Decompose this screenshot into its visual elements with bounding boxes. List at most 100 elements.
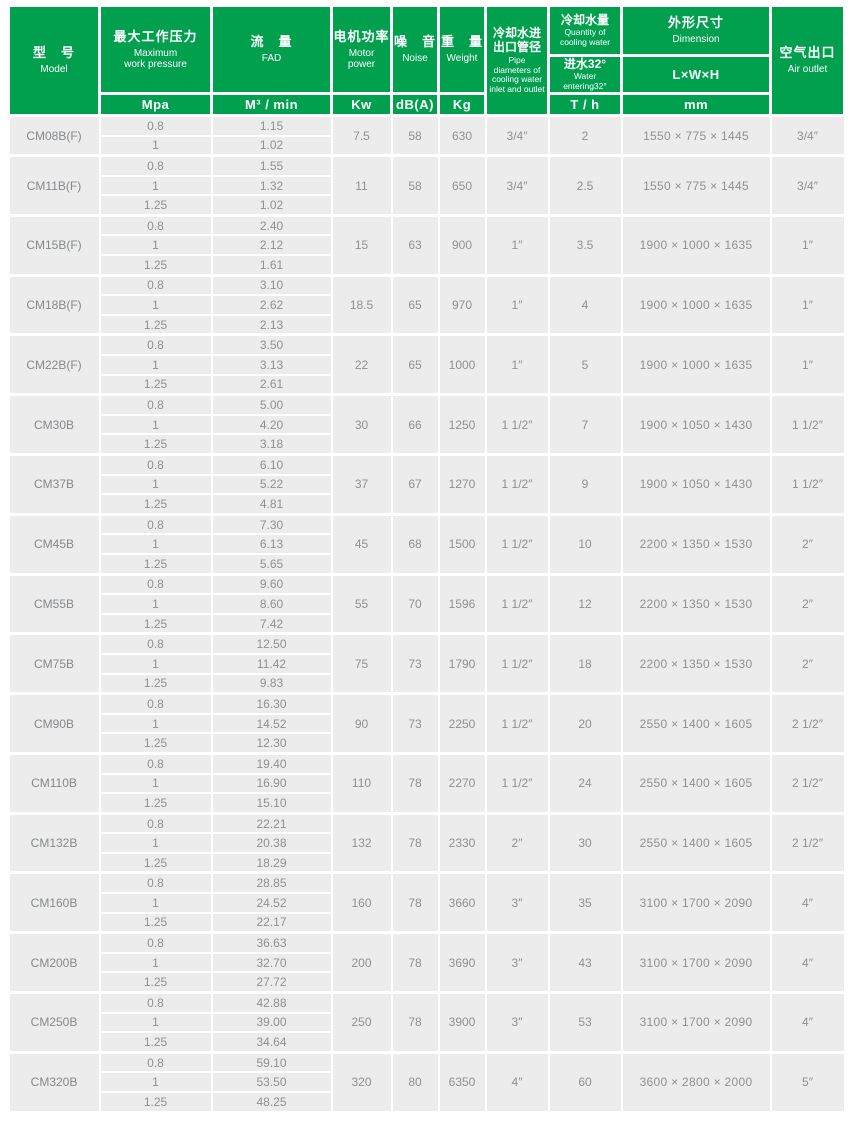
weight-cell: 2330 (437, 811, 487, 874)
fad-cell: 16.30 (210, 692, 333, 715)
fad-cell: 3.10 (210, 273, 333, 297)
table-row: 1 20.38 (9, 832, 845, 854)
pressure-cell: 1.25 (98, 672, 213, 695)
pressure-cell: 0.8 (98, 931, 213, 954)
fad-cell: 8.60 (210, 593, 333, 615)
header-air: 空气出口 Air outlet (769, 4, 846, 117)
air-cell: 3/4″ (769, 154, 846, 217)
power-cell: 250 (330, 991, 393, 1054)
noise-cell: 78 (390, 991, 440, 1054)
header-dimension: 外形尺寸 Dimension (620, 4, 772, 57)
table-row: CM18B(F) 0.8 3.10 18.5 65 970 1″ 4 1900 × 1000 ×… (7, 273, 846, 336)
fad-cell: 9.60 (210, 572, 333, 596)
weight-cell: 3690 (437, 931, 487, 994)
fad-cell: 3.13 (210, 354, 333, 376)
fad-cell: 42.88 (210, 991, 333, 1014)
table-row: CM22B(F) 0.8 3.50 22 65 1000 1″ 5 1900 × 1000 × … (7, 333, 846, 396)
table-row: 1.25 2.13 (9, 313, 845, 336)
header-pipe-zh: 冷却水进 出口管径 (492, 26, 541, 55)
header-power: 电机功率 Motor power (330, 4, 393, 95)
pressure-cell: 1 (98, 593, 213, 615)
header-row-main: 型 号 Model 最大工作压力 Maximum work pressure 流… (7, 4, 846, 117)
fad-cell: 4.20 (210, 413, 333, 436)
pressure-cell: 0.8 (98, 871, 213, 895)
noise-cell: 78 (390, 811, 440, 874)
pressure-cell: 1.25 (98, 792, 213, 815)
fad-cell: 5.65 (210, 552, 333, 576)
pipe-cell: 3″ (484, 931, 550, 994)
pressure-cell: 0.8 (98, 512, 213, 536)
model-cell: CM11B(F) (7, 154, 101, 217)
weight-cell: 650 (437, 154, 487, 217)
pressure-cell: 1.25 (98, 911, 213, 934)
header-cooling-water-entering: 进水32° Water entering32° (547, 54, 623, 95)
pressure-cell: 1 (98, 712, 213, 735)
cooling-cell: 5 (547, 333, 623, 396)
cooling-cell: 3.5 (547, 213, 623, 277)
header-cooling-zh: 冷却水量 (560, 13, 609, 28)
dimension-cell: 2200 × 1350 × 1530 (620, 632, 772, 695)
header-water-entering-zh: 进水32° (563, 57, 607, 71)
model-cell: CM08B(F) (7, 113, 101, 157)
power-cell: 160 (330, 871, 393, 934)
table-row: 1.25 1.61 (9, 254, 845, 277)
table-row: CM132B 0.8 22.21 132 78 2330 2″ 30 2550 × 1400 ×… (7, 811, 846, 874)
dimension-cell: 3100 × 1700 × 2090 (620, 871, 772, 934)
fad-cell: 1.15 (210, 113, 333, 137)
cooling-cell: 12 (547, 572, 623, 635)
unit-th: T / h (547, 91, 623, 117)
power-cell: 18.5 (330, 273, 393, 336)
air-cell: 1 1/2″ (769, 393, 846, 456)
fad-cell: 2.61 (210, 373, 333, 396)
dimension-cell: 1550 × 775 × 1445 (620, 154, 772, 217)
header-noise-en: Noise (402, 53, 428, 65)
noise-cell: 78 (390, 931, 440, 994)
model-cell: CM15B(F) (7, 213, 101, 277)
fad-cell: 9.83 (210, 672, 333, 695)
table-row: 1 14.52 (9, 712, 845, 735)
header-fad-en: FAD (261, 53, 282, 65)
power-cell: 11 (330, 154, 393, 217)
dimension-cell: 2200 × 1350 × 1530 (620, 512, 772, 576)
model-cell: CM132B (7, 811, 101, 874)
pressure-cell: 0.8 (98, 632, 213, 655)
table-row: CM160B 0.8 28.85 160 78 3660 3″ 35 3100 × 1700 ×… (7, 871, 846, 934)
pipe-cell: 1 1/2″ (484, 751, 550, 815)
weight-cell: 6350 (437, 1050, 487, 1113)
power-cell: 45 (330, 512, 393, 576)
header-cooling-en: Quantity of cooling water (559, 27, 611, 48)
noise-cell: 70 (390, 572, 440, 635)
noise-cell: 73 (390, 632, 440, 695)
model-cell: CM90B (7, 692, 101, 755)
air-cell: 5″ (769, 1050, 846, 1113)
cooling-cell: 24 (547, 751, 623, 815)
pipe-cell: 3/4″ (484, 113, 550, 157)
pipe-cell: 1 1/2″ (484, 512, 550, 576)
fad-cell: 3.50 (210, 333, 333, 357)
power-cell: 132 (330, 811, 393, 874)
table-row: CM320B 0.8 59.10 320 80 6350 4″ 60 3600 × 2800 ×… (7, 1050, 846, 1113)
fad-cell: 1.02 (210, 134, 333, 157)
cooling-cell: 43 (547, 931, 623, 994)
cooling-cell: 4 (547, 273, 623, 336)
spec-table-body: CM08B(F) 0.8 1.15 7.5 58 630 3/4″ 2 1550 × 775 ×… (7, 113, 846, 1113)
pipe-cell: 1″ (484, 273, 550, 336)
pressure-cell: 0.8 (98, 751, 213, 775)
pipe-cell: 3″ (484, 991, 550, 1054)
fad-cell: 22.21 (210, 811, 333, 835)
air-cell: 3/4″ (769, 113, 846, 157)
weight-cell: 1270 (437, 453, 487, 516)
header-fad: 流 量 FAD (210, 4, 333, 95)
unit-m3min: M³ / min (210, 91, 333, 117)
pressure-cell: 0.8 (98, 811, 213, 835)
cooling-cell: 35 (547, 871, 623, 934)
header-water-entering-en: Water entering32° (563, 71, 607, 92)
fad-cell: 2.62 (210, 294, 333, 316)
noise-cell: 63 (390, 213, 440, 277)
fad-cell: 18.29 (210, 851, 333, 874)
pipe-cell: 1 1/2″ (484, 692, 550, 755)
power-cell: 75 (330, 632, 393, 695)
noise-cell: 80 (390, 1050, 440, 1113)
pressure-cell: 1 (98, 234, 213, 257)
